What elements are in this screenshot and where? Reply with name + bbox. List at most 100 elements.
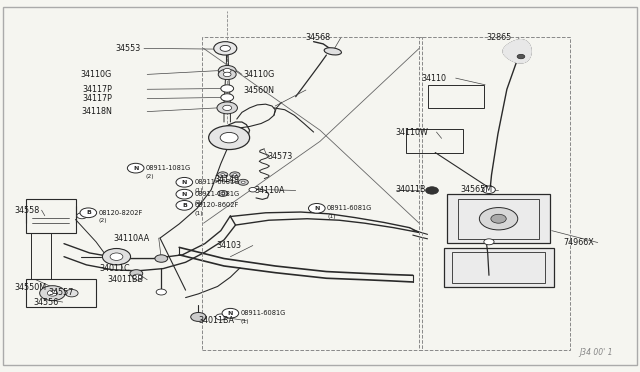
Text: J34 00' 1: J34 00' 1	[580, 348, 613, 357]
Text: 34118N: 34118N	[81, 107, 112, 116]
Circle shape	[176, 177, 193, 187]
Text: 34011BA: 34011BA	[198, 316, 234, 325]
Circle shape	[191, 312, 206, 321]
Circle shape	[218, 69, 236, 80]
Circle shape	[217, 102, 237, 114]
Text: 34117P: 34117P	[82, 94, 112, 103]
Circle shape	[222, 308, 239, 318]
Circle shape	[220, 132, 238, 143]
Text: 08120-8202F: 08120-8202F	[99, 210, 143, 216]
Circle shape	[130, 270, 143, 277]
Circle shape	[233, 174, 237, 176]
Text: 34560N: 34560N	[243, 86, 274, 94]
Text: N: N	[228, 311, 233, 316]
Circle shape	[426, 187, 438, 194]
Bar	[202, 37, 422, 350]
Text: 34011BB: 34011BB	[108, 275, 143, 284]
Circle shape	[484, 239, 494, 245]
Text: B: B	[182, 203, 187, 208]
Circle shape	[127, 163, 144, 173]
Circle shape	[65, 289, 78, 297]
Ellipse shape	[324, 48, 342, 55]
Text: 34011C: 34011C	[99, 264, 130, 273]
Circle shape	[110, 253, 123, 260]
Text: (1): (1)	[195, 188, 203, 193]
Text: N: N	[133, 166, 138, 171]
Circle shape	[249, 187, 257, 192]
Circle shape	[491, 214, 506, 223]
Circle shape	[223, 105, 232, 110]
Text: (1): (1)	[327, 214, 335, 219]
Bar	[428, 85, 484, 108]
Circle shape	[221, 94, 234, 101]
Text: N: N	[182, 192, 187, 197]
Text: 08911-6081G: 08911-6081G	[241, 310, 286, 316]
Circle shape	[102, 248, 131, 265]
FancyBboxPatch shape	[444, 248, 554, 287]
Circle shape	[238, 179, 248, 185]
Polygon shape	[503, 40, 531, 63]
Text: 08911-1081G: 08911-1081G	[146, 165, 191, 171]
Text: 08911-1081G: 08911-1081G	[195, 191, 240, 197]
Circle shape	[479, 208, 518, 230]
Circle shape	[218, 190, 228, 196]
Circle shape	[220, 45, 230, 51]
Text: 34550M: 34550M	[14, 283, 46, 292]
Circle shape	[156, 289, 166, 295]
Text: 34553: 34553	[116, 44, 141, 53]
Text: (1): (1)	[241, 319, 249, 324]
Circle shape	[216, 314, 226, 320]
Circle shape	[80, 208, 97, 218]
Circle shape	[223, 72, 231, 77]
Circle shape	[483, 186, 495, 193]
Circle shape	[209, 126, 250, 150]
Circle shape	[132, 274, 143, 280]
Text: N: N	[182, 180, 187, 185]
Text: 34110A: 34110A	[255, 186, 285, 195]
Text: 74966X: 74966X	[563, 238, 594, 247]
Circle shape	[517, 54, 525, 59]
Text: B: B	[86, 210, 91, 215]
Circle shape	[221, 192, 225, 195]
Text: 34558: 34558	[14, 206, 39, 215]
Bar	[406, 129, 463, 153]
Circle shape	[221, 85, 234, 92]
Text: 34103: 34103	[216, 241, 241, 250]
Circle shape	[230, 172, 240, 178]
Circle shape	[221, 174, 225, 176]
Circle shape	[40, 286, 65, 301]
Circle shape	[223, 68, 231, 73]
Text: 34568: 34568	[306, 33, 331, 42]
Text: 08911-6081G: 08911-6081G	[195, 179, 240, 185]
Text: N: N	[314, 206, 319, 211]
Text: 32865: 32865	[486, 33, 511, 42]
Text: (2): (2)	[146, 174, 154, 179]
Circle shape	[218, 65, 236, 76]
FancyBboxPatch shape	[447, 194, 550, 243]
Text: (2): (2)	[99, 218, 107, 224]
Circle shape	[155, 255, 168, 262]
Text: 08120-8602F: 08120-8602F	[195, 202, 239, 208]
Text: 34149: 34149	[214, 175, 239, 184]
Bar	[26, 199, 76, 232]
Text: 34557: 34557	[48, 288, 74, 296]
Text: 34573: 34573	[268, 152, 292, 161]
Text: 08911-6081G: 08911-6081G	[327, 205, 372, 211]
Circle shape	[176, 189, 193, 199]
Text: (1): (1)	[195, 211, 203, 216]
Circle shape	[218, 172, 228, 178]
Text: 34565M: 34565M	[461, 185, 493, 194]
Circle shape	[241, 181, 245, 183]
Circle shape	[214, 42, 237, 55]
Bar	[419, 37, 570, 350]
Text: 34117P: 34117P	[82, 85, 112, 94]
Text: (2): (2)	[195, 200, 203, 205]
Text: 34556: 34556	[33, 298, 58, 307]
Text: 34110G: 34110G	[81, 70, 112, 79]
Text: 34011B: 34011B	[396, 185, 426, 194]
Bar	[26, 279, 96, 307]
Text: 34110G: 34110G	[243, 70, 275, 79]
Circle shape	[47, 290, 58, 296]
Text: 34110W: 34110W	[396, 128, 428, 137]
Circle shape	[308, 203, 325, 213]
